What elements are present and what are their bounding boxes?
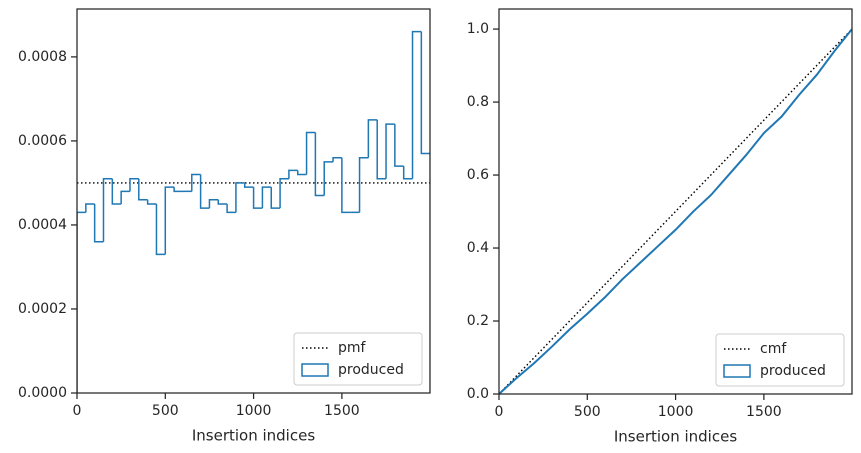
histogram-step <box>120 190 130 204</box>
histogram-step <box>102 177 113 242</box>
histogram-step <box>164 186 175 255</box>
histogram-step <box>244 182 254 188</box>
x-axis-label: Insertion indices <box>614 428 737 446</box>
plot-area <box>77 30 430 393</box>
x-tick-label: 0 <box>73 403 82 419</box>
y-tick-label: 0.0002 <box>18 301 67 317</box>
histogram-step <box>341 157 351 214</box>
histogram-step <box>173 187 183 193</box>
x-tick-label: 500 <box>152 403 179 419</box>
histogram-step <box>93 203 104 243</box>
plot-area <box>499 28 852 394</box>
x-tick-label: 1000 <box>658 404 694 420</box>
histogram-step <box>279 177 289 209</box>
histogram-step <box>191 173 201 192</box>
histogram-step <box>358 156 369 213</box>
legend-box <box>715 333 845 387</box>
histogram-step <box>261 186 272 209</box>
histogram-step <box>376 119 387 180</box>
histogram-step <box>420 31 430 393</box>
histogram-step <box>85 203 95 213</box>
histogram-step <box>77 211 86 393</box>
histogram-step <box>394 124 404 167</box>
x-axis-label: Insertion indices <box>192 427 315 445</box>
histogram-step <box>138 178 148 201</box>
series-line <box>499 28 852 394</box>
legend-label: pmf <box>338 340 367 356</box>
histogram-step <box>129 177 139 192</box>
histogram-step <box>146 199 157 205</box>
legend-swatch <box>301 363 329 377</box>
legend-label: produced <box>338 362 404 378</box>
histogram-step <box>385 123 395 179</box>
histogram-step <box>226 203 236 214</box>
y-tick-label: 0.0006 <box>18 133 67 149</box>
x-tick-label: 1500 <box>324 403 360 419</box>
x-tick-label: 1000 <box>236 403 272 419</box>
y-tick-label: 0.2 <box>467 313 489 329</box>
legend-label: produced <box>760 363 826 379</box>
legend-swatch <box>723 364 751 378</box>
histogram-step <box>332 156 342 162</box>
histogram-step <box>208 198 219 209</box>
y-tick-label: 0.0 <box>467 386 489 402</box>
histogram-step <box>288 169 298 179</box>
histogram-step <box>296 170 307 176</box>
x-tick-label: 1500 <box>746 404 782 420</box>
histogram-step <box>199 174 210 209</box>
x-tick-label: 0 <box>495 404 504 420</box>
x-tick-label: 500 <box>574 404 601 420</box>
y-tick-label: 0.0008 <box>18 49 67 65</box>
histogram-step <box>411 30 422 179</box>
y-tick-label: 0.0004 <box>18 217 67 233</box>
series-line <box>499 28 852 394</box>
histogram-step <box>367 119 378 158</box>
histogram-step <box>402 166 413 180</box>
y-tick-label: 0.0000 <box>18 385 67 401</box>
histogram-step <box>111 178 122 205</box>
histogram-step <box>314 132 325 197</box>
histogram-step <box>155 203 166 256</box>
y-tick-label: 0.8 <box>467 94 489 110</box>
histogram-step <box>305 131 316 175</box>
legend-label: cmf <box>760 341 787 357</box>
histogram-step <box>217 199 228 205</box>
histogram-step <box>252 187 263 209</box>
y-tick-label: 1.0 <box>467 21 489 37</box>
y-tick-label: 0.6 <box>467 167 489 183</box>
histogram-step <box>323 161 334 196</box>
legend-box <box>293 332 423 386</box>
histogram-step <box>235 182 245 213</box>
histogram-step <box>270 187 281 209</box>
y-tick-label: 0.4 <box>467 240 489 256</box>
